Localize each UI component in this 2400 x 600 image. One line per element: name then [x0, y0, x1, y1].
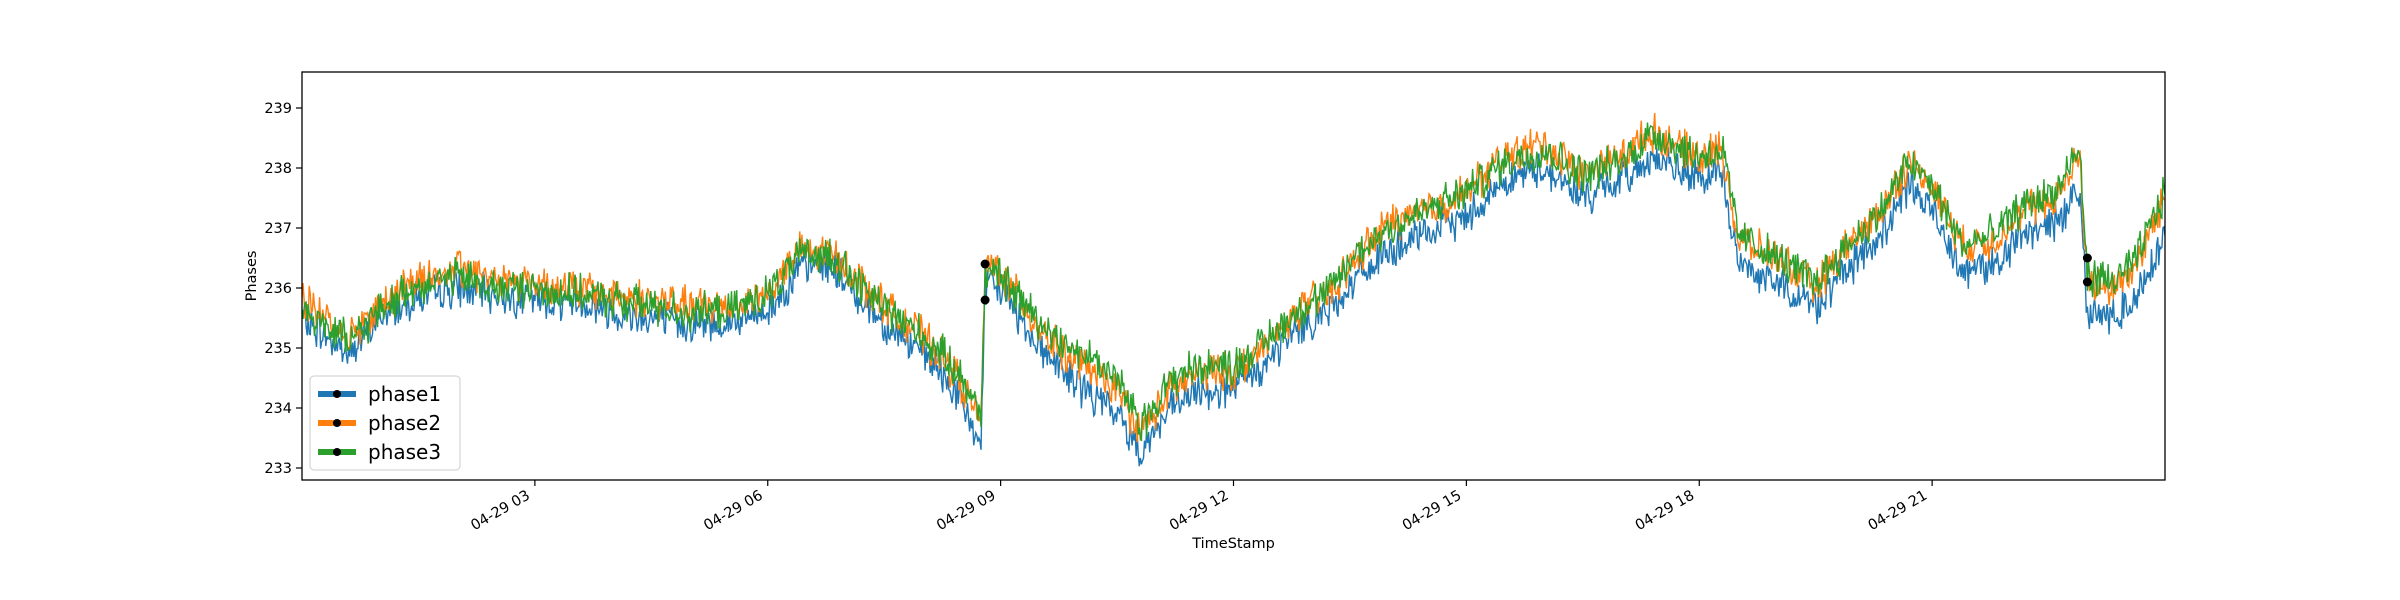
- series-line-phase3: [302, 122, 2165, 442]
- x-tick-label: 04-29 21: [1866, 488, 1930, 534]
- x-tick-label: 04-29 15: [1400, 488, 1464, 534]
- series-line-phase2: [302, 112, 2165, 443]
- legend-marker: [333, 390, 341, 398]
- x-tick-label: 04-29 18: [1633, 488, 1697, 534]
- series-layer: [302, 112, 2165, 467]
- marked-point: [980, 259, 990, 269]
- marked-point: [980, 295, 990, 305]
- legend-marker: [333, 448, 341, 456]
- x-tick-label: 04-29 06: [701, 488, 765, 534]
- marked-point: [2082, 253, 2092, 263]
- y-tick-label: 235: [264, 341, 292, 357]
- x-tick-label: 04-29 09: [934, 488, 998, 534]
- legend-label-phase3: phase3: [368, 440, 441, 464]
- y-tick-label: 234: [264, 401, 292, 417]
- legend-label-phase1: phase1: [368, 382, 441, 406]
- marker-layer: [980, 253, 2092, 305]
- x-tick-label: 04-29 03: [468, 488, 532, 534]
- legend-label-phase2: phase2: [368, 411, 441, 435]
- y-tick-label: 236: [264, 281, 292, 297]
- x-axis-label: TimeStamp: [1191, 536, 1275, 552]
- marked-point: [2082, 277, 2092, 287]
- x-axis: 04-29 03 04-29 06 04-29 09 04-29 12 04-29 15…: [468, 480, 1933, 534]
- x-tick-label: 04-29 12: [1167, 488, 1231, 534]
- legend-box: [309, 375, 461, 471]
- plot-frame: [301, 71, 2166, 481]
- legend: phase1 phase2 phase3: [309, 375, 461, 471]
- y-axis-label: Phases: [244, 251, 260, 302]
- y-tick-label: 239: [264, 101, 292, 117]
- y-tick-label: 233: [264, 461, 292, 477]
- legend-marker: [333, 419, 341, 427]
- y-axis: 233 234 235 236 237 238 239: [264, 101, 302, 477]
- y-tick-label: 237: [264, 221, 292, 237]
- y-tick-label: 238: [264, 161, 292, 177]
